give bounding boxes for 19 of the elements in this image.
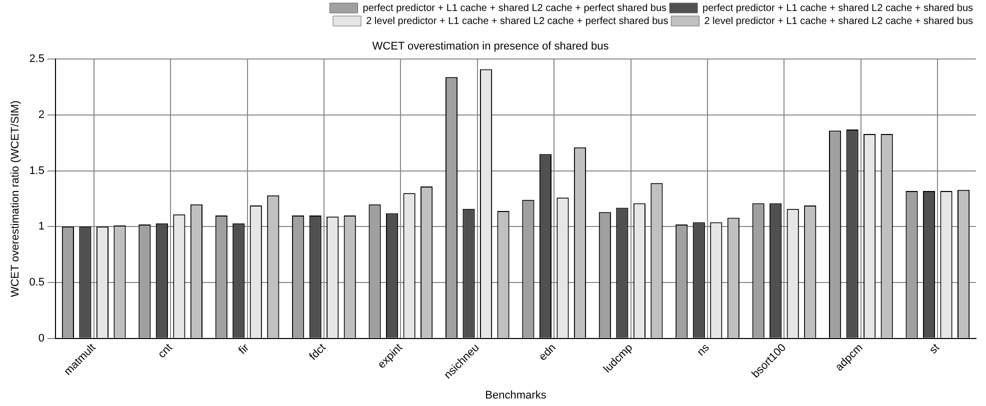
x-tick-label: edn — [536, 342, 558, 364]
x-tick-label: ns — [695, 341, 712, 358]
x-axis-title: Benchmarks — [485, 389, 547, 402]
x-tick-label: fdct — [307, 342, 328, 363]
y-tick-label: 0.5 — [29, 276, 44, 289]
y-tick-label: 2.5 — [29, 53, 44, 66]
legend-label: perfect predictor + L1 cache + shared L2 cache + perfect shared bus — [362, 2, 667, 14]
y-tick-label: 1.5 — [29, 164, 44, 177]
y-axis-title: WCET overestimation ratio (WCET/SIM) — [10, 100, 22, 298]
legend-label: perfect predictor + L1 cache + shared L2 cache + shared bus — [702, 2, 974, 14]
legend-label: 2 level predictor + L1 cache + shared L2 cache + perfect shared bus — [366, 16, 668, 27]
y-tick-label: 1 — [38, 220, 44, 233]
x-tick-label: cnt — [156, 342, 175, 361]
chart-title: WCET overestimation in presence of shared bus — [372, 40, 610, 53]
legend-label: 2 level predictor + L1 cache + shared L2 cache + shared bus — [704, 16, 974, 27]
x-tick-label: st — [927, 342, 942, 356]
y-tick-label: 0 — [38, 332, 44, 344]
x-tick-label: fir — [236, 342, 252, 357]
y-tick-label: 2 — [38, 109, 44, 122]
